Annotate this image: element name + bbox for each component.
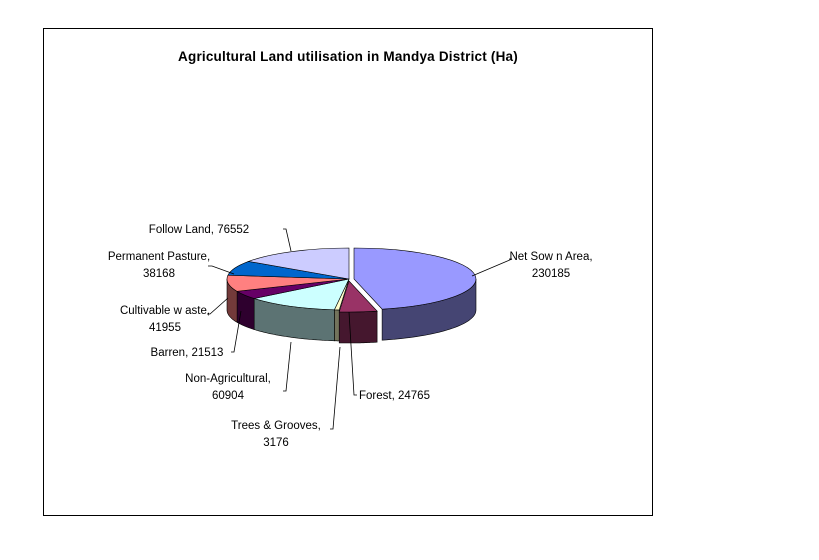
data-label-line: 230185 [532,268,570,280]
leader-line [208,265,235,275]
pie-slice-forest [338,280,378,313]
data-label: Barren, 21513 [151,347,224,359]
data-label: Non-Agricultural, 60904 [185,373,271,402]
pie-top-layer [226,247,477,313]
data-label-line: 38168 [143,268,175,280]
chart-title: Agricultural Land utilisation in Mandya … [178,49,518,64]
pie-slice-net-sow-n-area [353,247,477,310]
pie-slice-follow-land [247,247,350,280]
data-label: Cultivable w aste, 41955 [120,305,210,334]
leader-line [471,258,513,277]
data-label-line: 60904 [212,390,245,402]
leader-line [348,311,357,396]
label-layer: Net Sow n Area, 230185 Forest, 24765 Trees … [108,224,593,449]
data-label-line: Permanent Pasture, [108,251,210,263]
pie-chart: Net Sow n Area, 230185 Forest, 24765 Trees … [108,224,593,449]
leader-layer [207,228,513,430]
leader-line [207,297,229,315]
data-label-line: Non-Agricultural, [185,373,271,385]
data-label-line: 41955 [149,322,181,334]
data-label: Net Sow n Area, 230185 [509,251,592,280]
data-label: Follow Land, 76552 [149,224,249,236]
chart-frame: Agricultural Land utilisation in Mandya … [43,28,653,516]
data-label: Forest, 24765 [359,390,430,402]
data-label: Trees & Grooves, 3176 [231,420,321,449]
leader-line [231,310,242,353]
data-label-line: Barren, 21513 [151,347,224,359]
data-label-line: Net Sow n Area, [509,251,592,263]
data-label-line: Follow Land, 76552 [149,224,249,236]
leader-line [283,341,292,392]
leader-line [283,228,292,252]
data-label-line: Cultivable w aste, [120,305,210,317]
leader-line [330,346,341,430]
data-label-line: 3176 [263,437,289,449]
data-label-line: Forest, 24765 [359,390,430,402]
pie-side-forest [338,310,378,344]
pie-side-trees-grooves [334,309,340,342]
data-label: Permanent Pasture, 38168 [108,251,210,280]
pie-slice-non-agricultural [253,278,350,311]
data-label-line: Trees & Grooves, [231,420,321,432]
pie-side-layer [226,278,477,344]
